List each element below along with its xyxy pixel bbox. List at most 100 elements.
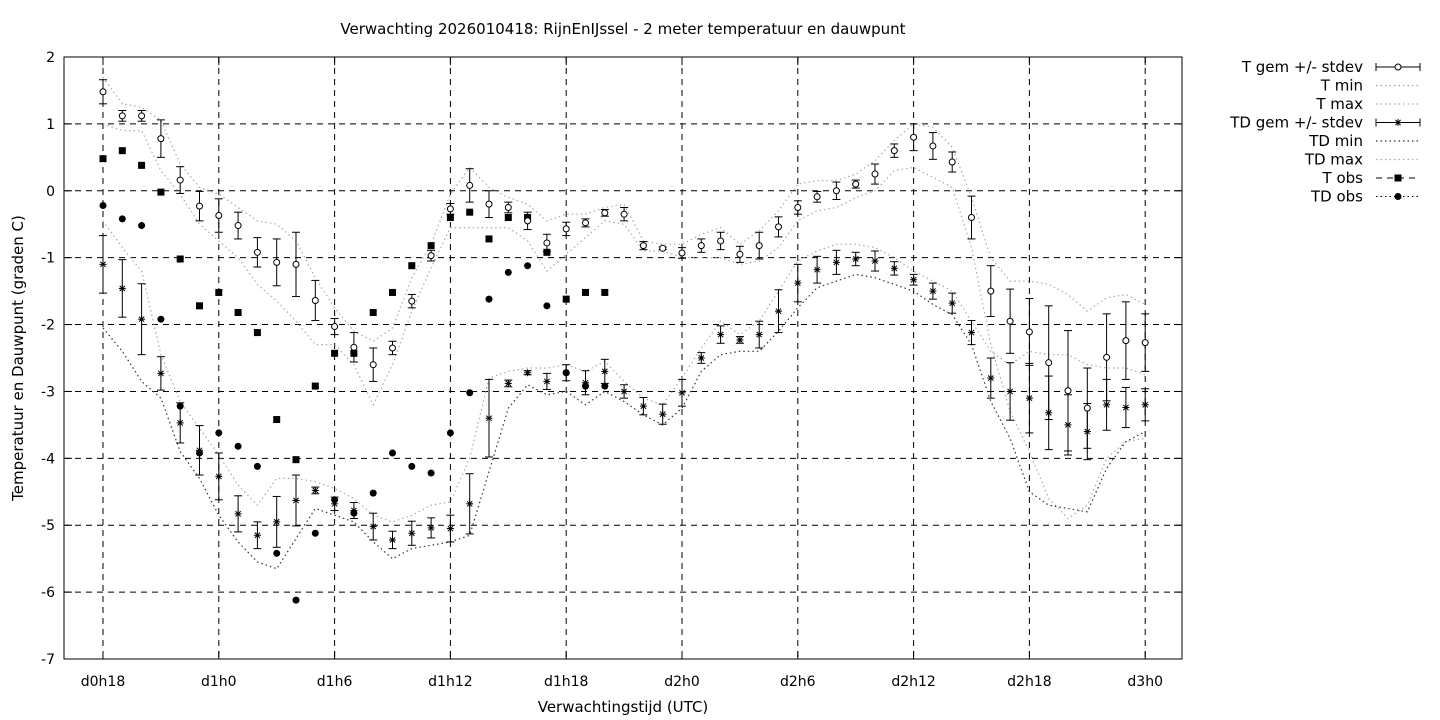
- star-stroke: [1084, 428, 1091, 435]
- td-gem-point: [775, 307, 782, 315]
- t-obs-point: [446, 214, 454, 222]
- t-gem-point: [1122, 337, 1130, 345]
- td-obs-point: [118, 215, 126, 223]
- legend-marker: [1394, 63, 1402, 71]
- td-obs-point: [292, 596, 300, 604]
- t-gem-point: [99, 88, 107, 96]
- td-obs-point: [601, 382, 609, 390]
- td-gem-point: [736, 336, 744, 344]
- x-tick-label: d1h6: [317, 674, 353, 690]
- td-gem-point: [408, 529, 416, 537]
- star-stroke: [794, 280, 801, 287]
- t-gem-point: [736, 250, 744, 258]
- x-tick-label: d2h18: [1007, 674, 1051, 690]
- t-gem-point: [1083, 404, 1091, 412]
- td-obs-point: [408, 462, 416, 470]
- star-stroke: [872, 258, 878, 264]
- t-gem-point: [929, 142, 937, 150]
- t-obs-point: [196, 302, 203, 310]
- t-gem-point: [234, 222, 242, 230]
- td-gem-point: [1103, 401, 1111, 409]
- x-tick-label: d0h18: [81, 674, 125, 690]
- star-stroke: [389, 536, 396, 543]
- t-obs-point: [234, 309, 242, 317]
- t-gem-point: [1103, 353, 1111, 361]
- star-stroke: [428, 524, 435, 531]
- star-stroke: [1395, 119, 1401, 126]
- star-stroke: [1065, 421, 1071, 428]
- td-gem-point: [659, 410, 667, 418]
- star-stroke: [543, 378, 550, 385]
- td-obs-point: [273, 549, 281, 557]
- x-tick-label: d2h12: [891, 674, 935, 690]
- star-stroke: [1026, 395, 1033, 402]
- td-obs-point: [253, 462, 261, 470]
- t-gem-point: [871, 170, 879, 178]
- legend-entry: T min: [1320, 77, 1420, 95]
- t-gem-point: [292, 260, 300, 268]
- t-gem-point: [890, 147, 898, 155]
- td-gem-point: [697, 354, 705, 362]
- star-stroke: [331, 500, 338, 507]
- star-stroke: [987, 375, 994, 382]
- t-gem-point: [1006, 317, 1014, 325]
- t-gem-point: [1025, 328, 1033, 336]
- y-tick-label: -2: [41, 318, 55, 334]
- t-obs-point: [543, 248, 551, 256]
- td-obs-point: [543, 302, 551, 310]
- y-tick-label: -5: [41, 518, 55, 534]
- td-obs-point: [466, 389, 474, 397]
- td-gem-point: [369, 523, 377, 531]
- t-gem-point: [273, 258, 281, 266]
- legend-marker: [1394, 174, 1402, 182]
- t-obs-point: [350, 349, 358, 357]
- td-obs-point: [138, 222, 146, 230]
- t-gem-point: [678, 249, 686, 257]
- star-stroke: [679, 389, 685, 396]
- star-stroke: [505, 380, 512, 387]
- y-tick-label: -6: [41, 585, 55, 601]
- star-stroke: [177, 419, 184, 426]
- t-gem-point: [408, 297, 416, 305]
- t-gem-point: [987, 287, 995, 295]
- star-stroke: [370, 523, 377, 530]
- y-tick-label: -4: [41, 451, 55, 467]
- star-stroke: [621, 388, 628, 395]
- td-gem-point: [620, 387, 628, 395]
- star-stroke: [601, 368, 608, 375]
- t-gem-point: [1045, 359, 1053, 367]
- star-stroke: [968, 329, 975, 336]
- td-gem-point: [717, 331, 725, 339]
- star-stroke: [1122, 404, 1129, 411]
- star-stroke: [138, 316, 145, 323]
- legend-entry: T obs: [1322, 169, 1420, 187]
- t-obs-point: [273, 416, 281, 424]
- star-stroke: [254, 532, 261, 539]
- plot-frame: [63, 56, 1183, 660]
- td-gem-point: [138, 315, 146, 323]
- td-gem-point: [350, 507, 358, 515]
- t-gem-point: [350, 343, 358, 351]
- t-gem-point: [562, 225, 570, 233]
- t-gem-point: [832, 187, 840, 195]
- t-gem-point: [196, 202, 203, 210]
- t-gem-point: [138, 112, 146, 120]
- td-gem-point: [562, 369, 570, 377]
- legend-label: TD gem +/- stdev: [1229, 114, 1363, 132]
- star-stroke: [814, 266, 821, 273]
- star-stroke: [293, 497, 299, 504]
- t-obs-point: [118, 147, 126, 155]
- star-stroke: [312, 487, 319, 494]
- t-gem-point: [755, 242, 763, 250]
- td-gem-point: [1006, 387, 1014, 395]
- legend-entry: TD min: [1308, 132, 1420, 150]
- td-obs-point: [427, 469, 435, 477]
- t-obs-point: [331, 349, 339, 357]
- legend-label: T max: [1315, 95, 1363, 113]
- legend-label: TD obs: [1310, 188, 1363, 206]
- star-stroke: [100, 261, 106, 268]
- t-obs-point: [601, 288, 609, 296]
- y-tick-label: -7: [41, 652, 55, 668]
- td-gem-point: [427, 524, 435, 532]
